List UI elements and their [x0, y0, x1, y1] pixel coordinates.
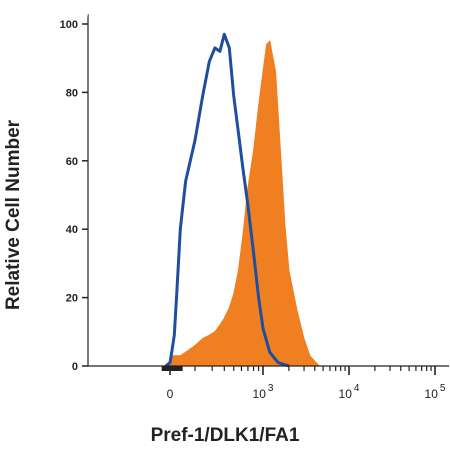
x-tick-label: 10 4 — [339, 383, 360, 401]
plot-area — [164, 32, 321, 368]
permission-watermark: with permission from R&D Systems — [13, 9, 170, 21]
x-tick-label: 0 — [167, 387, 174, 401]
y-tick-label: 100 — [60, 19, 78, 31]
y-tick-label: 40 — [66, 224, 78, 236]
y-tick-label: 0 — [72, 361, 78, 373]
x-tick-label: 10 5 — [425, 383, 446, 401]
y-axis-label: Relative Cell Number — [3, 119, 24, 311]
series-fill-area — [164, 40, 321, 367]
x-tick-label: 10 3 — [253, 383, 274, 401]
x-axis-label: Pref-1/DLK1/FA1 — [150, 425, 300, 446]
y-tick-label: 20 — [66, 293, 78, 305]
y-tick-label: 60 — [66, 156, 78, 168]
y-tick-label: 80 — [66, 87, 78, 99]
series-outline-line — [164, 32, 290, 368]
